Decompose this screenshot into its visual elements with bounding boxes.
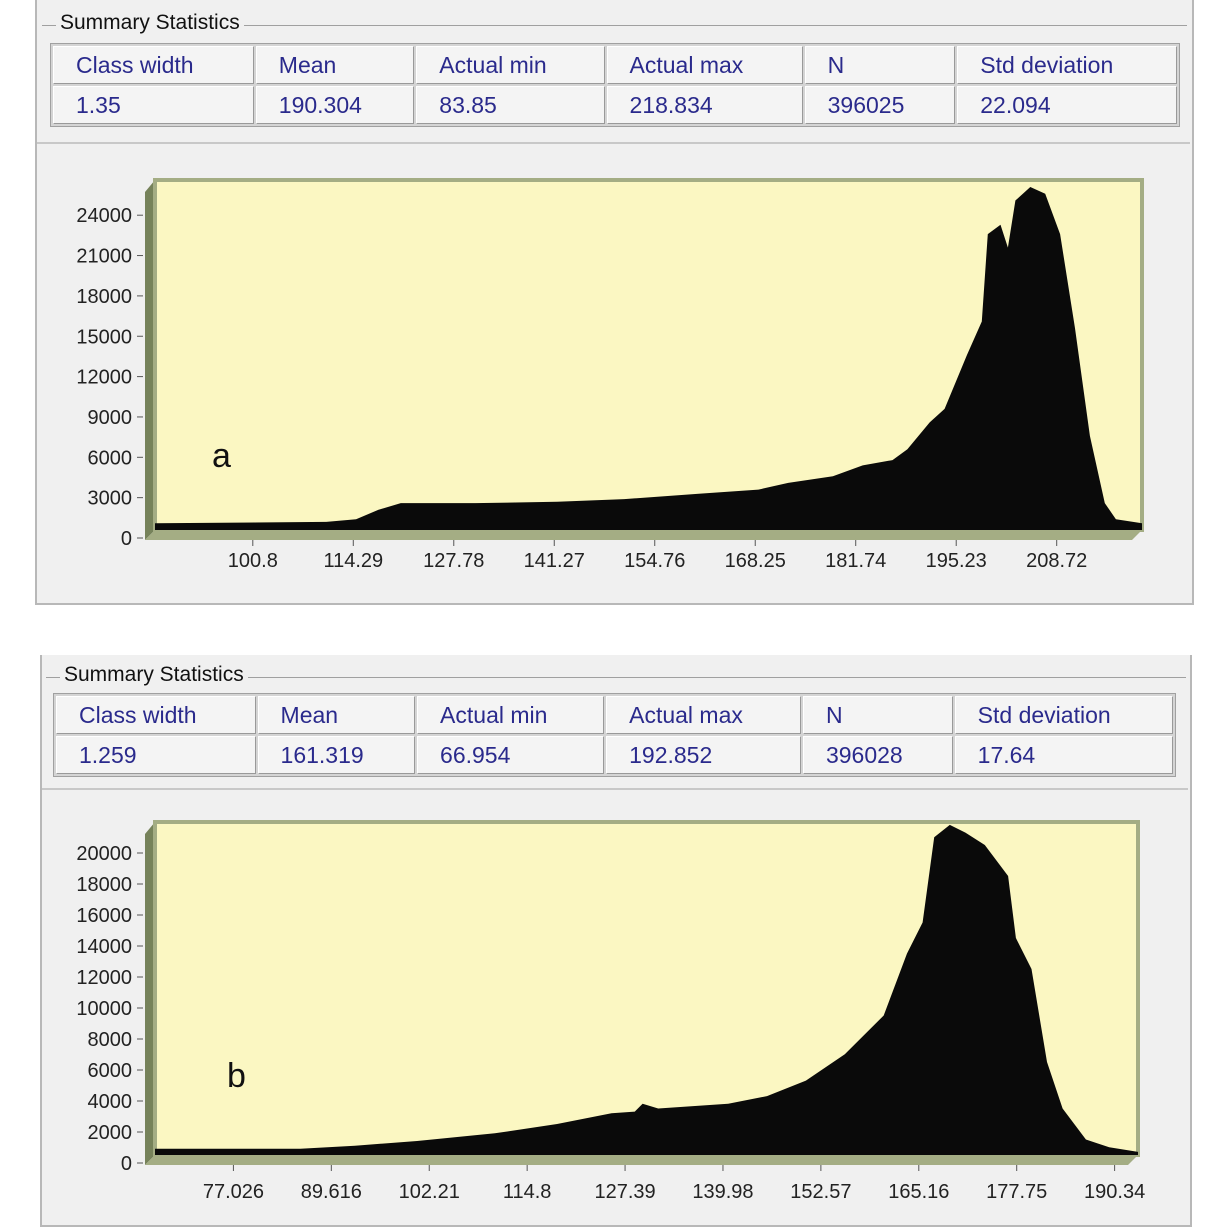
x-tick-label: 102.21 bbox=[399, 1181, 460, 1203]
y-tick-label: 14000 bbox=[76, 936, 132, 958]
x-tick-label: 177.75 bbox=[986, 1181, 1047, 1203]
x-tick-label: 114.29 bbox=[323, 550, 383, 572]
y-tick-label: 8000 bbox=[88, 1029, 133, 1051]
header-std-deviation: Std deviation bbox=[957, 46, 1177, 84]
header-n: N bbox=[802, 696, 953, 734]
x-tick-label: 141.27 bbox=[524, 550, 585, 572]
x-tick-label: 208.72 bbox=[1026, 550, 1087, 572]
summary-table-b: Class width Mean Actual min Actual max N… bbox=[53, 693, 1176, 777]
panel-letter-label: b bbox=[227, 1057, 246, 1095]
y-tick-label: 21000 bbox=[76, 246, 132, 268]
y-tick-label: 6000 bbox=[88, 447, 133, 469]
x-tick-label: 100.8 bbox=[228, 550, 278, 572]
y-tick-label: 18000 bbox=[76, 874, 132, 896]
summary-group-a: Summary Statistics bbox=[42, 11, 1187, 35]
value-actual-min: 83.85 bbox=[416, 86, 605, 124]
divider bbox=[42, 788, 1188, 790]
histogram-area bbox=[155, 187, 1142, 530]
value-n: 396028 bbox=[802, 736, 953, 774]
x-tick-label: 139.98 bbox=[692, 1181, 753, 1203]
y-tick-label: 12000 bbox=[76, 967, 132, 989]
table-value-row: 1.259 161.319 66.954 192.852 396028 17.6… bbox=[56, 736, 1173, 774]
y-tick-label: 18000 bbox=[76, 286, 132, 308]
value-actual-max: 192.852 bbox=[606, 736, 801, 774]
x-tick-label: 114.8 bbox=[503, 1181, 552, 1203]
y-tick-label: 3000 bbox=[88, 488, 133, 510]
y-tick-label: 20000 bbox=[76, 843, 132, 865]
table-value-row: 1.35 190.304 83.85 218.834 396025 22.094 bbox=[53, 86, 1177, 124]
x-tick-label: 195.23 bbox=[926, 550, 987, 572]
header-actual-min: Actual min bbox=[416, 46, 605, 84]
y-tick-label: 9000 bbox=[88, 407, 133, 429]
y-tick-label: 16000 bbox=[76, 905, 132, 927]
panel-letter-label: a bbox=[212, 437, 231, 475]
header-std-deviation: Std deviation bbox=[954, 696, 1173, 734]
y-tick-label: 0 bbox=[121, 528, 132, 550]
header-actual-max: Actual max bbox=[606, 696, 801, 734]
value-mean: 190.304 bbox=[255, 86, 415, 124]
value-actual-min: 66.954 bbox=[417, 736, 605, 774]
value-n: 396025 bbox=[804, 86, 956, 124]
y-tick-label: 2000 bbox=[88, 1122, 133, 1144]
value-mean: 161.319 bbox=[257, 736, 416, 774]
x-tick-label: 127.78 bbox=[423, 550, 484, 572]
group-title: Summary Statistics bbox=[56, 11, 244, 35]
group-title: Summary Statistics bbox=[60, 663, 248, 687]
y-tick-label: 0 bbox=[121, 1153, 132, 1175]
x-tick-label: 152.57 bbox=[790, 1181, 851, 1203]
y-tick-label: 4000 bbox=[88, 1091, 133, 1113]
header-actual-min: Actual min bbox=[417, 696, 605, 734]
value-class-width: 1.35 bbox=[53, 86, 254, 124]
divider bbox=[37, 142, 1190, 144]
chart-left-wall bbox=[145, 822, 155, 1165]
x-tick-label: 190.34 bbox=[1084, 1181, 1145, 1203]
x-tick-label: 77.026 bbox=[203, 1181, 264, 1203]
summary-group-b: Summary Statistics bbox=[46, 663, 1186, 687]
value-std-deviation: 17.64 bbox=[954, 736, 1173, 774]
x-tick-label: 127.39 bbox=[594, 1181, 655, 1203]
x-tick-label: 168.25 bbox=[725, 550, 786, 572]
header-actual-max: Actual max bbox=[606, 46, 803, 84]
value-class-width: 1.259 bbox=[56, 736, 256, 774]
chart-left-wall bbox=[145, 180, 155, 540]
x-tick-label: 165.16 bbox=[888, 1181, 949, 1203]
y-tick-label: 24000 bbox=[76, 205, 132, 227]
chart-floor bbox=[145, 1155, 1138, 1165]
y-tick-label: 12000 bbox=[76, 367, 132, 389]
y-tick-label: 15000 bbox=[76, 326, 132, 348]
summary-table-a: Class width Mean Actual min Actual max N… bbox=[50, 43, 1180, 127]
header-class-width: Class width bbox=[56, 696, 256, 734]
value-std-deviation: 22.094 bbox=[957, 86, 1177, 124]
chart-floor bbox=[145, 530, 1142, 540]
y-tick-label: 10000 bbox=[76, 998, 132, 1020]
histogram-area bbox=[155, 824, 1138, 1155]
header-n: N bbox=[804, 46, 956, 84]
header-mean: Mean bbox=[255, 46, 415, 84]
table-header-row: Class width Mean Actual min Actual max N… bbox=[56, 696, 1173, 734]
x-tick-label: 89.616 bbox=[301, 1181, 362, 1203]
table-header-row: Class width Mean Actual min Actual max N… bbox=[53, 46, 1177, 84]
header-mean: Mean bbox=[257, 696, 416, 734]
value-actual-max: 218.834 bbox=[606, 86, 803, 124]
x-tick-label: 154.76 bbox=[624, 550, 685, 572]
x-tick-label: 181.74 bbox=[825, 550, 886, 572]
y-tick-label: 6000 bbox=[88, 1060, 133, 1082]
header-class-width: Class width bbox=[53, 46, 254, 84]
